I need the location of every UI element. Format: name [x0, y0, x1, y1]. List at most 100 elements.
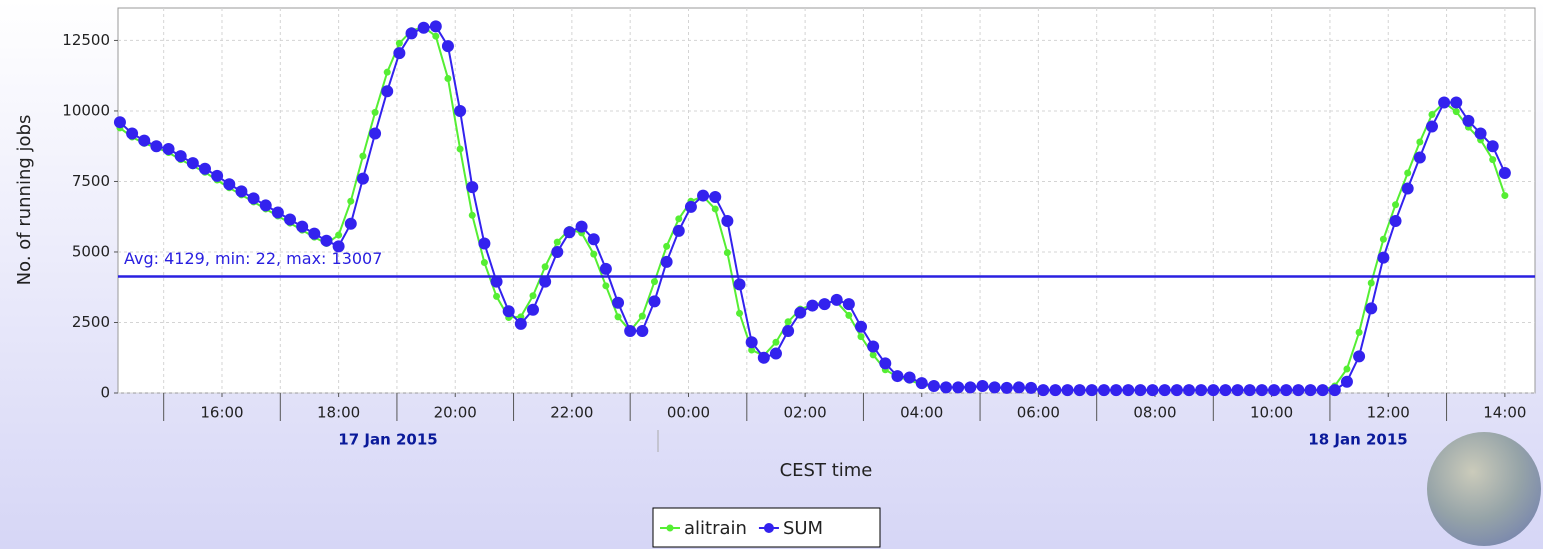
data-point: [697, 190, 709, 202]
data-point: [636, 325, 648, 337]
data-point: [1329, 384, 1341, 396]
data-point: [1074, 384, 1086, 396]
data-point: [1183, 384, 1195, 396]
data-point: [734, 278, 746, 290]
data-point: [481, 259, 488, 266]
data-point: [1292, 384, 1304, 396]
data-point: [359, 153, 366, 160]
data-point: [612, 297, 624, 309]
data-point: [1171, 384, 1183, 396]
y-tick-label: 5000: [72, 242, 110, 260]
data-point: [1062, 384, 1074, 396]
data-point: [1037, 384, 1049, 396]
data-point: [308, 228, 320, 240]
data-point: [1134, 384, 1146, 396]
data-point: [150, 140, 162, 152]
data-point: [1086, 384, 1098, 396]
x-tick-label: 22:00: [550, 404, 593, 422]
data-point: [1122, 384, 1134, 396]
data-point: [406, 27, 418, 39]
data-point: [721, 215, 733, 227]
data-point: [794, 307, 806, 319]
data-point: [648, 295, 660, 307]
x-tick-label: 08:00: [1133, 404, 1176, 422]
data-point: [199, 163, 211, 175]
data-point: [1159, 384, 1171, 396]
data-point: [845, 312, 852, 319]
data-point: [1390, 215, 1402, 227]
data-point: [806, 300, 818, 312]
data-point: [590, 251, 597, 258]
x-tick-label: 20:00: [434, 404, 477, 422]
data-point: [432, 33, 439, 40]
x-axis-label: CEST time: [780, 460, 873, 481]
data-point: [284, 214, 296, 226]
data-point: [1368, 280, 1375, 287]
data-point: [563, 226, 575, 238]
data-point: [175, 150, 187, 162]
data-point: [1416, 138, 1423, 145]
data-point: [1195, 384, 1207, 396]
data-point: [296, 221, 308, 233]
data-point: [466, 181, 478, 193]
data-point: [248, 192, 260, 204]
x-tick-label: 14:00: [1483, 404, 1526, 422]
data-point: [1317, 384, 1329, 396]
data-point: [651, 278, 658, 285]
data-point: [1487, 140, 1499, 152]
data-point: [1098, 384, 1110, 396]
data-point: [1428, 111, 1435, 118]
x-tick-label: 02:00: [784, 404, 827, 422]
legend-label: SUM: [783, 518, 823, 539]
data-point: [1404, 170, 1411, 177]
y-axis-label: No. of running jobs: [14, 115, 35, 286]
data-point: [904, 371, 916, 383]
data-point: [843, 298, 855, 310]
y-tick-label: 7500: [72, 172, 110, 190]
data-point: [602, 282, 609, 289]
data-point: [1001, 382, 1013, 394]
data-point: [819, 298, 831, 310]
data-point: [454, 105, 466, 117]
data-point: [163, 143, 175, 155]
data-point: [457, 146, 464, 153]
data-point: [469, 212, 476, 219]
data-point: [976, 380, 988, 392]
data-point: [493, 293, 500, 300]
data-point: [952, 381, 964, 393]
data-point: [724, 249, 731, 256]
data-point: [1110, 384, 1122, 396]
data-point: [615, 313, 622, 320]
data-point: [126, 128, 138, 140]
data-point: [928, 380, 940, 392]
data-point: [1280, 384, 1292, 396]
data-point: [272, 206, 284, 218]
data-point: [1244, 384, 1256, 396]
data-point: [357, 173, 369, 185]
globe-logo: [1427, 432, 1541, 546]
data-point: [989, 381, 1001, 393]
plot-area: [118, 8, 1535, 393]
data-point: [831, 294, 843, 306]
x-tick-label: 00:00: [667, 404, 710, 422]
data-point: [551, 246, 563, 258]
data-point: [675, 215, 682, 222]
data-point: [418, 22, 430, 34]
data-point: [372, 109, 379, 116]
data-point: [916, 377, 928, 389]
data-point: [1013, 381, 1025, 393]
data-point: [1219, 384, 1231, 396]
data-point: [554, 239, 561, 246]
data-point: [1501, 192, 1508, 199]
x-tick-label: 12:00: [1367, 404, 1410, 422]
data-point: [709, 191, 721, 203]
x-tick-label: 06:00: [1017, 404, 1060, 422]
data-point: [940, 381, 952, 393]
y-tick-label: 2500: [72, 313, 110, 331]
data-point: [396, 40, 403, 47]
data-point: [1426, 120, 1438, 132]
data-point: [1450, 96, 1462, 108]
data-point: [1462, 115, 1474, 127]
data-point: [1475, 128, 1487, 140]
